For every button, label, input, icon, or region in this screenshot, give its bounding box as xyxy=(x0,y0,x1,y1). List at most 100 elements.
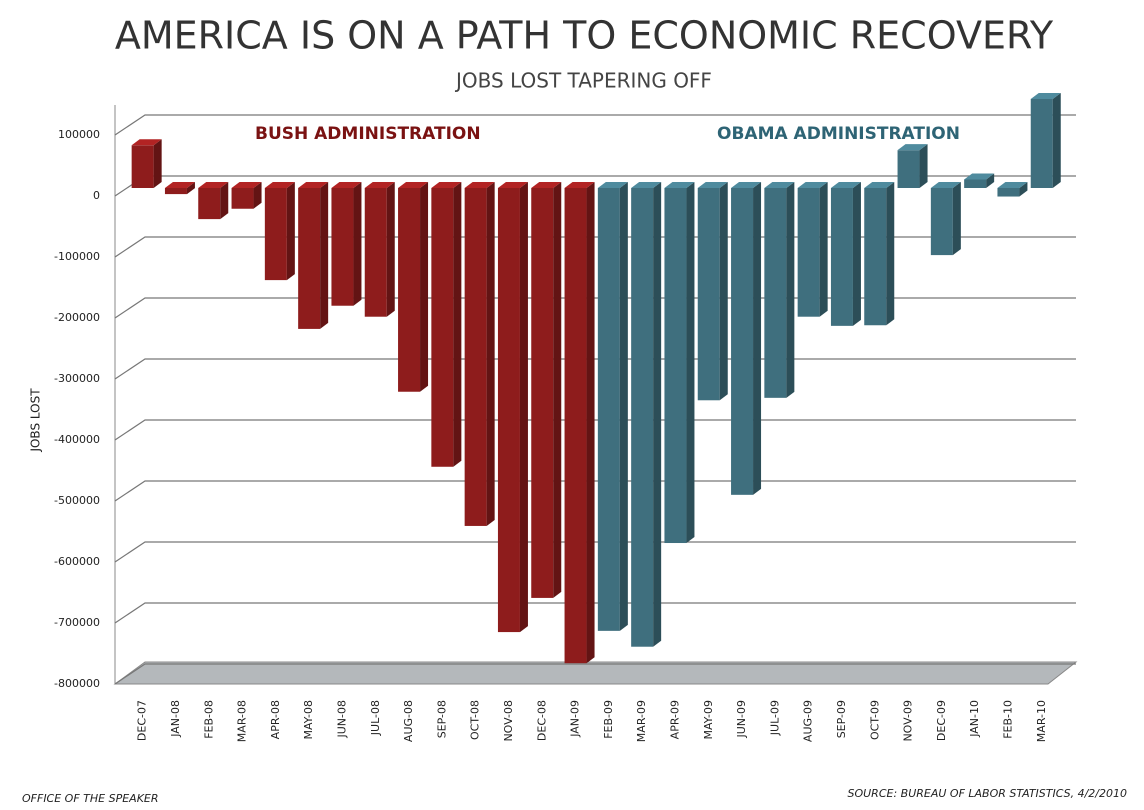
bar-side xyxy=(986,173,995,188)
bar xyxy=(398,188,421,392)
bar-top xyxy=(431,182,462,188)
y-tick-label: 100000 xyxy=(58,128,100,141)
bar-top xyxy=(164,182,195,188)
bar-side xyxy=(486,182,495,526)
y-tick-label: -500000 xyxy=(54,494,100,507)
bar xyxy=(231,188,254,209)
bar-top xyxy=(697,182,728,188)
bar-side xyxy=(253,182,262,209)
x-tick-label: DEC-08 xyxy=(535,700,548,741)
bar xyxy=(264,188,287,281)
bar-side xyxy=(553,182,562,598)
bar xyxy=(198,188,221,220)
x-tick-label: MAR-10 xyxy=(1035,700,1048,742)
chart-title: AMERICA IS ON A PATH TO ECONOMIC RECOVER… xyxy=(115,14,1054,58)
bar-top xyxy=(897,144,928,151)
bar-side xyxy=(320,182,329,329)
bar-top xyxy=(764,182,795,188)
bar-side xyxy=(619,182,628,631)
series-label: BUSH ADMINISTRATION xyxy=(255,124,481,144)
bar-side xyxy=(819,182,828,317)
bar-side xyxy=(1019,182,1028,197)
bar-top xyxy=(331,182,362,188)
bar-side xyxy=(586,182,595,664)
x-tick-label: AUG-08 xyxy=(402,700,415,742)
grid-line xyxy=(114,297,1076,319)
y-axis-label: JOBS LOST xyxy=(29,388,43,453)
y-tick-label: -600000 xyxy=(54,555,100,568)
bar-top xyxy=(564,182,595,188)
bar xyxy=(597,188,620,631)
bar xyxy=(797,188,820,317)
bar-top xyxy=(631,182,662,188)
bar xyxy=(364,188,387,317)
x-tick-label: APR-09 xyxy=(668,700,681,739)
bar-side xyxy=(286,182,295,281)
bar xyxy=(564,188,587,664)
bar xyxy=(464,188,487,526)
bar xyxy=(964,179,987,188)
bar xyxy=(930,188,953,256)
y-tick-label: -200000 xyxy=(54,311,100,324)
x-tick-label: DEC-07 xyxy=(136,700,149,741)
bar-top xyxy=(198,182,229,188)
bar-side xyxy=(753,182,762,495)
bar-top xyxy=(864,182,895,188)
bar-top xyxy=(298,182,329,188)
x-tick-label: FEB-10 xyxy=(1001,700,1014,739)
x-tick-label: MAR-09 xyxy=(635,700,648,742)
x-tick-label: DEC-09 xyxy=(935,700,948,741)
bar-side xyxy=(353,182,362,306)
x-tick-label: JUN-08 xyxy=(335,700,348,739)
x-tick-label: FEB-09 xyxy=(602,700,615,739)
x-tick-label: AUG-09 xyxy=(802,700,815,742)
bar xyxy=(164,188,187,195)
bar-side xyxy=(519,182,528,633)
grid-line xyxy=(114,419,1076,441)
x-tick-label: MAY-09 xyxy=(702,700,715,740)
bar xyxy=(997,188,1020,197)
bar-top xyxy=(731,182,762,188)
bar-top xyxy=(531,182,562,188)
x-tick-label: NOV-08 xyxy=(502,700,515,742)
bar xyxy=(897,150,920,188)
x-tick-label: SEP-08 xyxy=(435,700,448,738)
x-tick-label: APR-08 xyxy=(269,700,282,739)
bar-side xyxy=(786,182,795,398)
bar xyxy=(531,188,554,598)
grid-line xyxy=(114,114,1076,136)
bar-top xyxy=(497,182,528,188)
bar xyxy=(431,188,454,467)
chart-subtitle: JOBS LOST TAPERING OFF xyxy=(454,69,712,93)
y-tick-label: -700000 xyxy=(54,616,100,629)
bar-top xyxy=(398,182,429,188)
bar-top xyxy=(131,139,162,146)
bar-top xyxy=(231,182,262,188)
bar-top xyxy=(997,182,1028,188)
bar-side xyxy=(886,182,895,326)
grid-line xyxy=(114,602,1076,624)
y-tick-label: -400000 xyxy=(54,433,100,446)
bar-top xyxy=(964,173,995,180)
floor xyxy=(113,661,1078,685)
bar-side xyxy=(220,182,229,220)
bar xyxy=(764,188,787,398)
x-tick-label: FEB-08 xyxy=(202,700,215,739)
bar-side xyxy=(719,182,728,401)
x-tick-label: JAN-10 xyxy=(968,700,981,738)
bar-side xyxy=(919,144,928,188)
x-tick-label: JAN-09 xyxy=(569,700,582,738)
footer-left: OFFICE OF THE SPEAKER xyxy=(22,792,159,805)
grid-line xyxy=(114,480,1076,502)
bar-side xyxy=(852,182,861,326)
bar-top xyxy=(464,182,495,188)
bar-side xyxy=(1052,92,1061,188)
bar-side xyxy=(952,182,961,256)
bar xyxy=(1030,98,1053,188)
bar-top xyxy=(1030,92,1061,99)
bar-side xyxy=(386,182,395,317)
bar xyxy=(864,188,887,326)
bar xyxy=(131,145,154,188)
bar-side xyxy=(653,182,662,647)
